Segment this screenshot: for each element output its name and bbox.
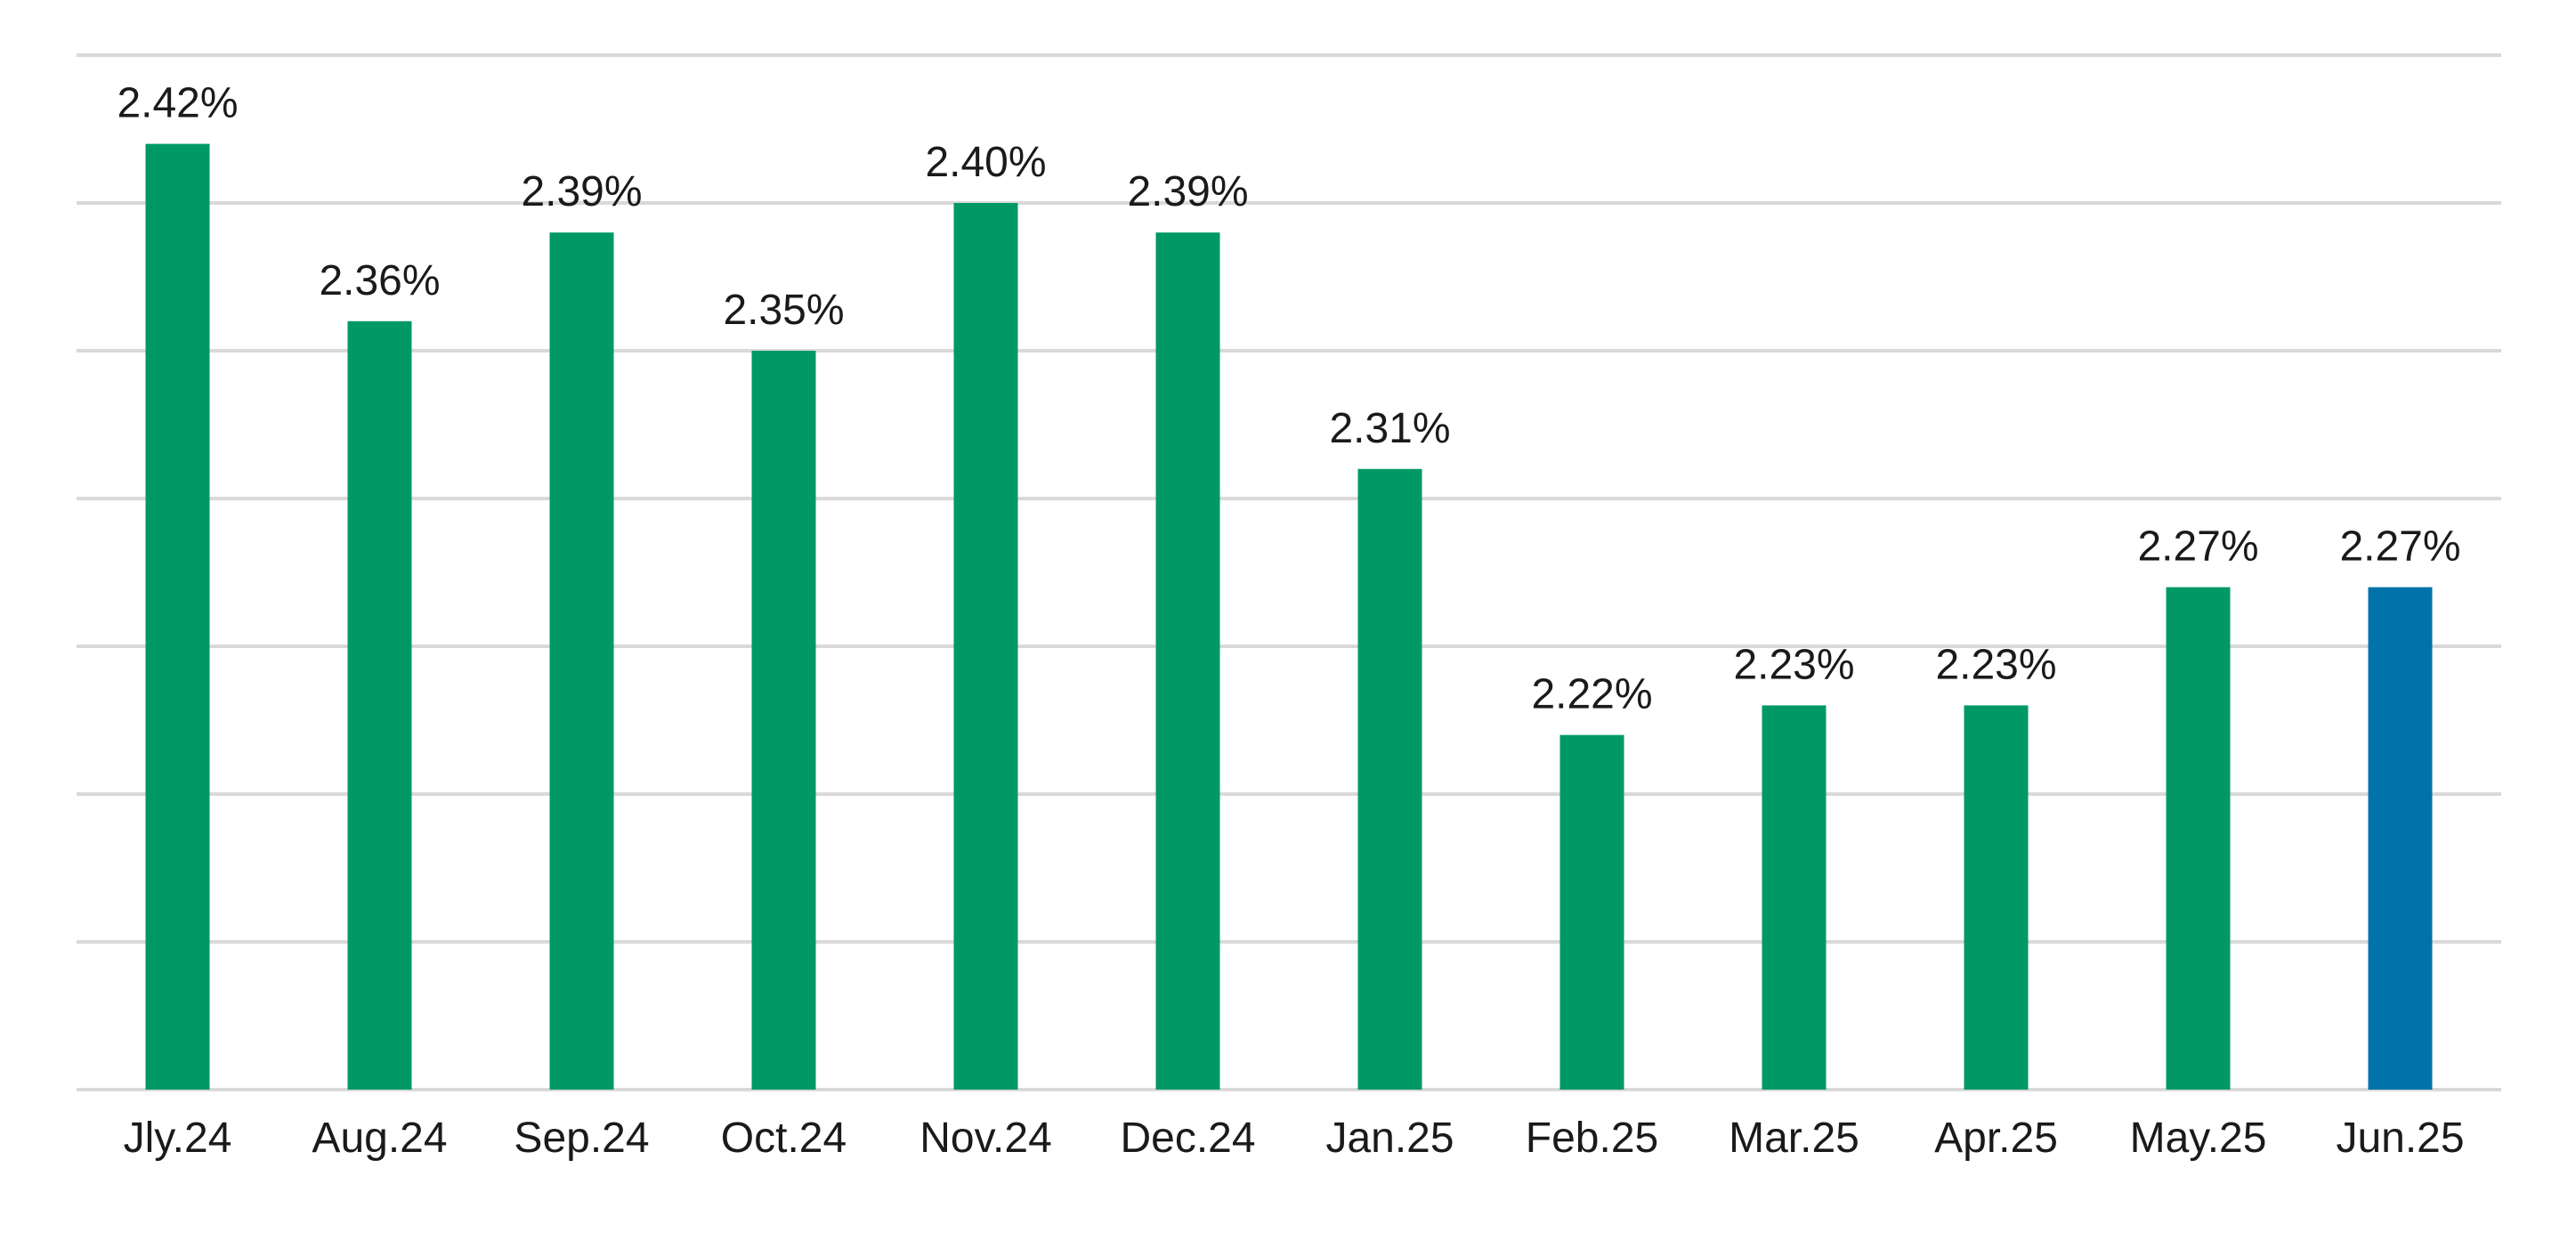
data-label: 2.31% [1329, 405, 1450, 452]
x-tick-label: Sep.24 [514, 1115, 649, 1162]
bar-apr-25 [1964, 705, 2029, 1090]
data-labels: 2.42% 2.36% 2.39% 2.35% 2.40% 2.39% 2.31% 2.22%… [117, 80, 2460, 718]
bar-jly-24 [145, 143, 210, 1091]
bar-aug-24 [347, 320, 412, 1090]
x-axis-tick-labels: Jly.24 Aug.24 Sep.24 Oct.24 Nov.24 Dec.24 Jan.… [124, 1115, 2465, 1162]
bar-may-25 [2166, 587, 2231, 1090]
data-label: 2.22% [1531, 671, 1652, 718]
data-label: 2.42% [117, 80, 238, 127]
data-label: 2.40% [925, 139, 1046, 186]
bar-dec-24 [1155, 232, 1220, 1090]
data-label: 2.27% [2339, 523, 2460, 571]
x-tick-label: Dec.24 [1120, 1115, 1255, 1162]
x-tick-label: Jan.25 [1325, 1115, 1454, 1162]
x-tick-label: Mar.25 [1729, 1115, 1859, 1162]
x-tick-label: May.25 [2130, 1115, 2267, 1162]
bar-jan-25 [1357, 468, 1422, 1090]
data-label: 2.36% [319, 257, 440, 304]
bars [145, 143, 2433, 1091]
data-label: 2.39% [1127, 168, 1248, 215]
data-label: 2.27% [2137, 523, 2258, 571]
bar-nov-24 [953, 203, 1018, 1090]
bar-oct-24 [751, 351, 816, 1090]
data-label: 2.23% [1733, 641, 1854, 688]
x-tick-label: Feb.25 [1526, 1115, 1658, 1162]
data-label: 2.35% [723, 287, 844, 334]
x-tick-label: Aug.24 [312, 1115, 447, 1162]
data-label: 2.39% [521, 168, 642, 215]
x-tick-label: Jly.24 [124, 1115, 232, 1162]
bar-sep-24 [549, 232, 614, 1090]
x-tick-label: Oct.24 [721, 1115, 847, 1162]
gridlines [77, 53, 2501, 1091]
x-tick-label: Apr.25 [1934, 1115, 2058, 1162]
data-label: 2.23% [1935, 641, 2056, 688]
bar-jun-25 [2368, 587, 2433, 1090]
bar-feb-25 [1559, 734, 1624, 1090]
x-tick-label: Nov.24 [919, 1115, 1052, 1162]
bar-mar-25 [1762, 705, 1827, 1090]
x-tick-label: Jun.25 [2336, 1115, 2464, 1162]
